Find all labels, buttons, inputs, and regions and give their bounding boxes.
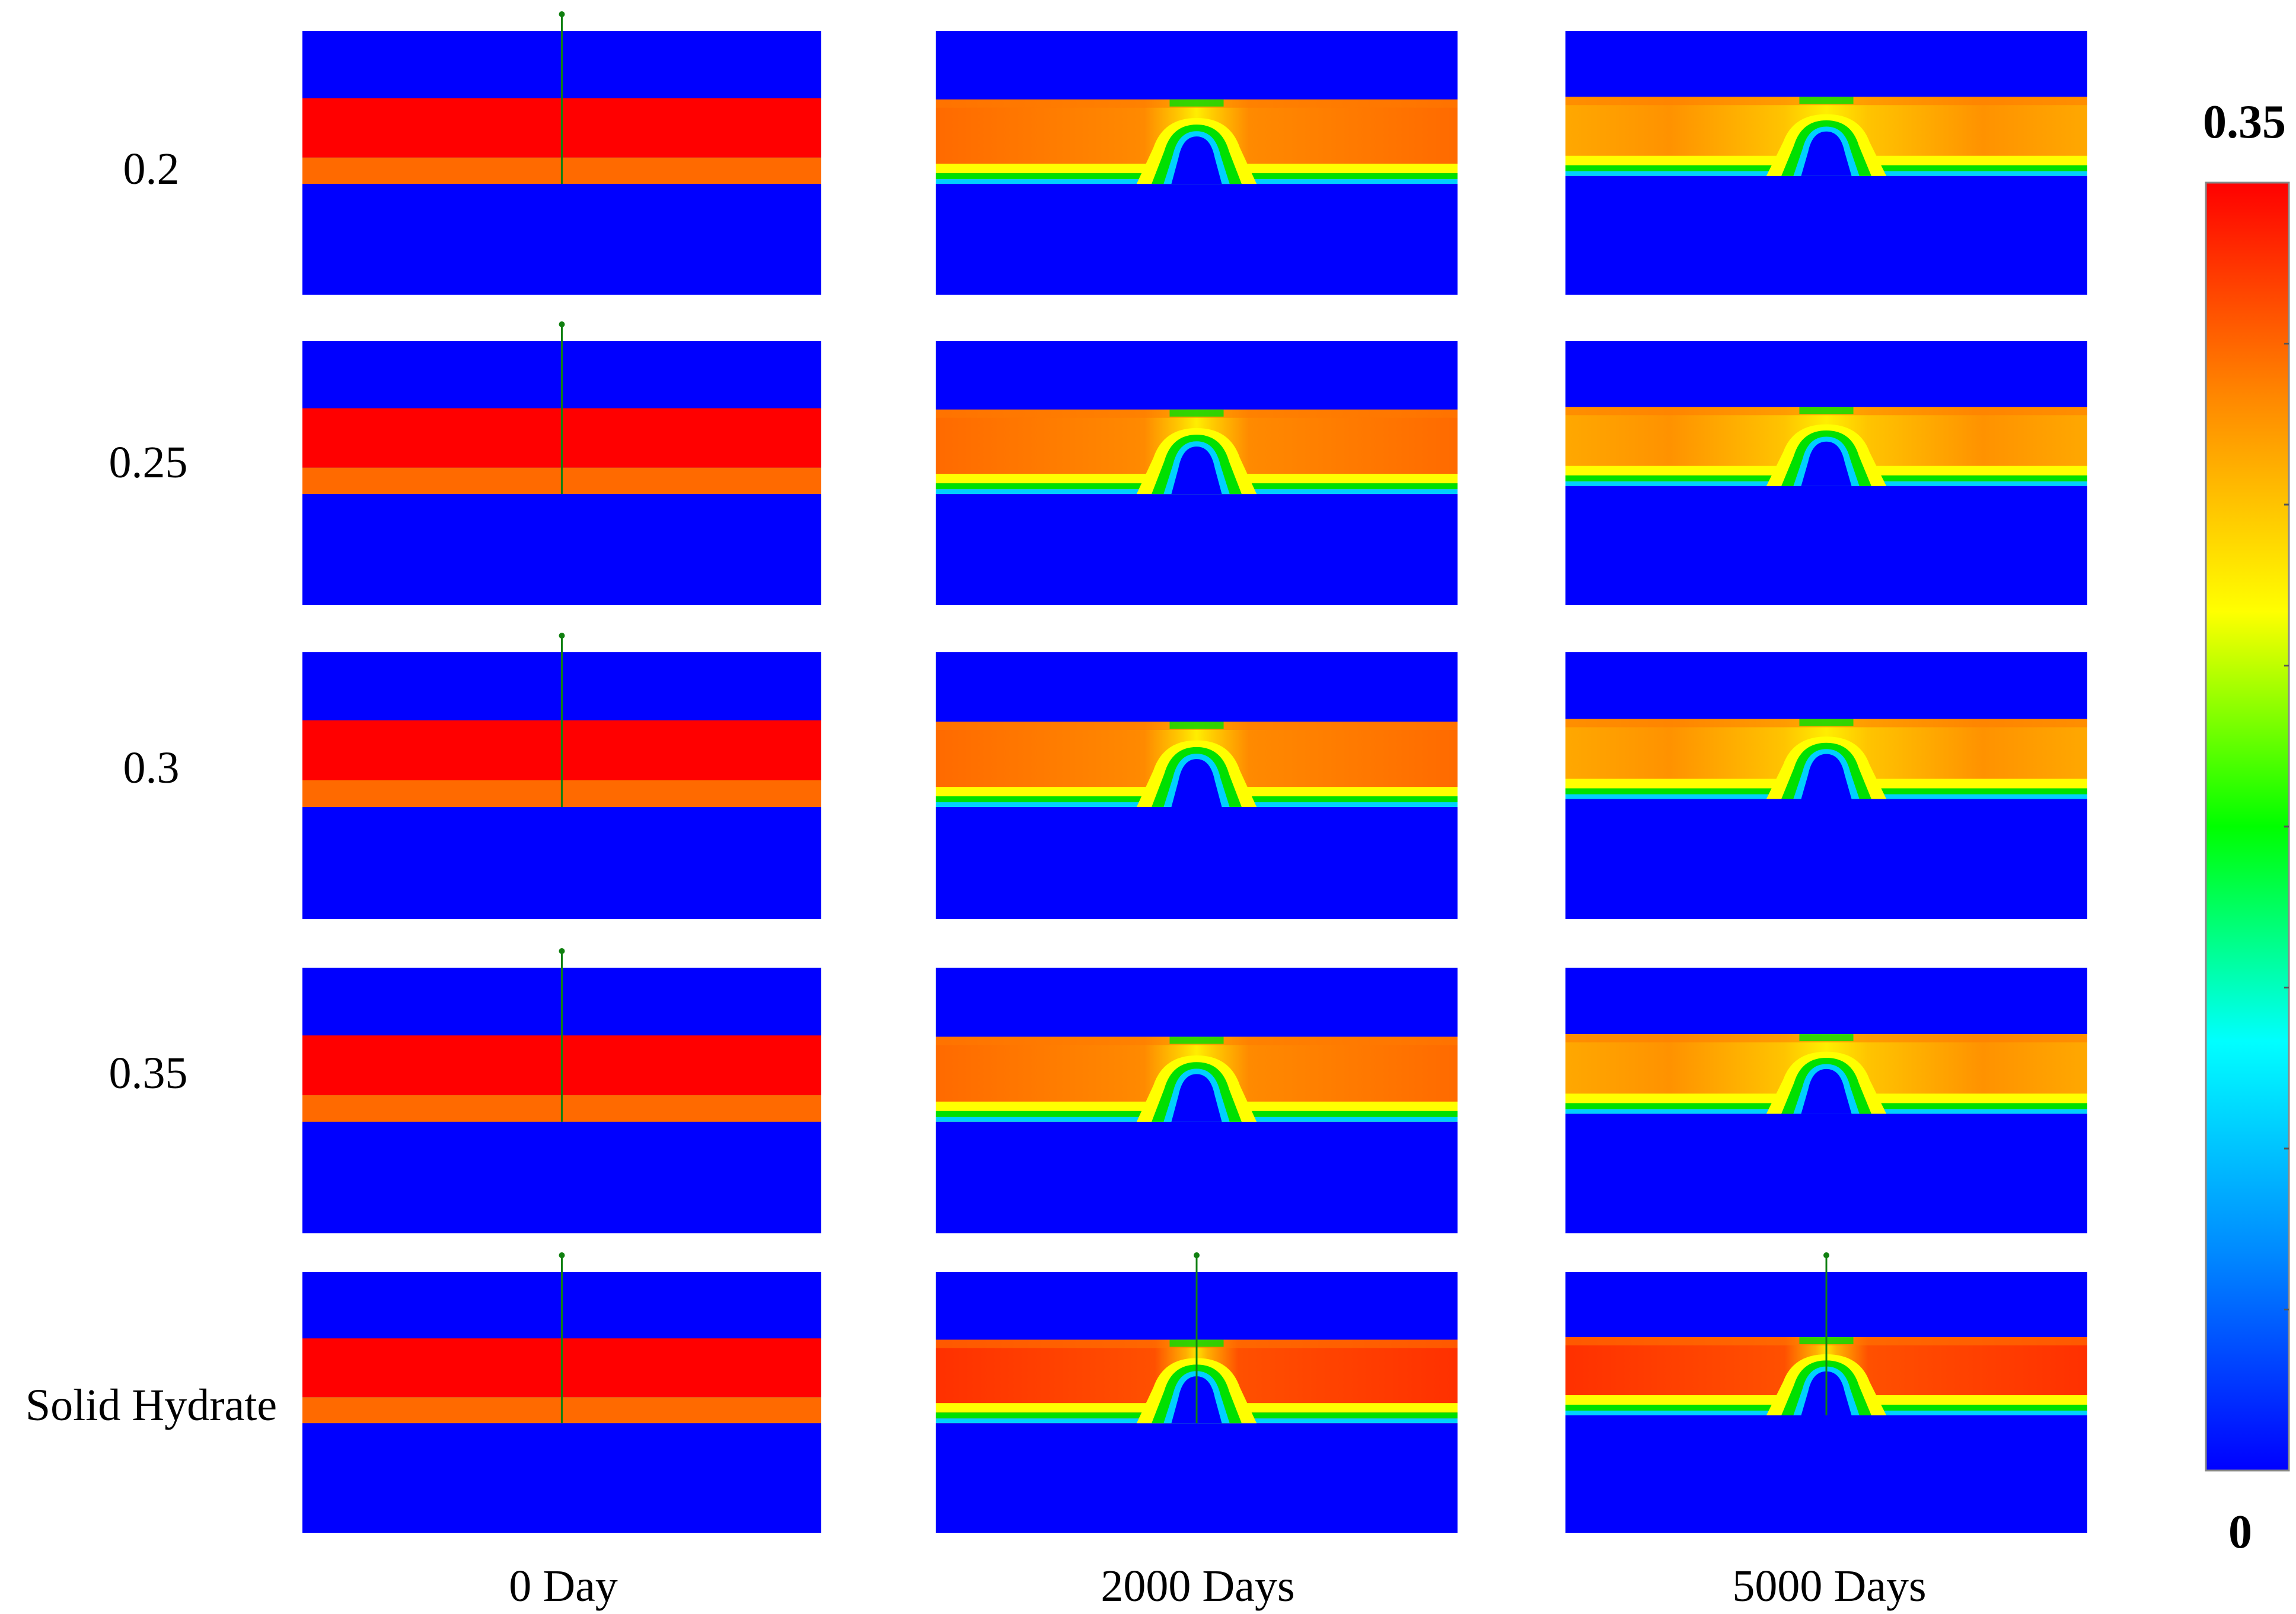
dissociated-zone <box>1171 446 1222 495</box>
column-label: 0 Day <box>509 1561 618 1611</box>
panel-r1-c2 <box>936 31 1458 295</box>
cap-seal <box>1169 722 1224 729</box>
well-head <box>559 1252 565 1258</box>
colorbar-min-label: 0 <box>2228 1506 2252 1558</box>
colorbar-gradient <box>2205 181 2290 1472</box>
cap-seal <box>1799 97 1854 104</box>
row-label: Solid Hydrate <box>25 1380 277 1430</box>
column-label: 5000 Days <box>1732 1561 1926 1611</box>
cap-seal <box>1169 1036 1224 1044</box>
panel-r5-c1 <box>302 1252 821 1533</box>
panel-grid <box>302 11 2087 1533</box>
column-label: 2000 Days <box>1101 1561 1294 1611</box>
panel-r2-c2 <box>936 341 1458 605</box>
well-head <box>559 633 565 639</box>
well-head <box>1823 1252 1829 1258</box>
well-head <box>559 321 565 327</box>
colorbar-ticks <box>2284 343 2289 1310</box>
row-label: 0.3 <box>123 743 180 793</box>
dissociated-zone <box>1171 1074 1222 1122</box>
cap-seal <box>1169 409 1224 417</box>
row-label: 0.35 <box>109 1048 188 1098</box>
row-label: 0.25 <box>109 438 188 487</box>
colorbar: 0.35 0 <box>2203 96 2290 1558</box>
dissociated-zone <box>1801 1068 1852 1114</box>
panel-r3-c1 <box>302 633 821 919</box>
panel-r5-c3 <box>1565 1252 2087 1533</box>
dissociated-zone <box>1801 754 1852 799</box>
cap-seal <box>1169 99 1224 107</box>
panel-r4-c1 <box>302 948 821 1233</box>
colorbar-max-label: 0.35 <box>2203 96 2286 148</box>
panel-r2-c3 <box>1565 341 2087 605</box>
panel-r1-c1 <box>302 11 821 295</box>
panel-r2-c1 <box>302 321 821 605</box>
panel-r5-c2 <box>936 1252 1458 1533</box>
well-head <box>1194 1252 1200 1258</box>
panel-r1-c3 <box>1565 31 2087 295</box>
row-label: 0.2 <box>123 144 180 194</box>
dissociated-zone <box>1801 441 1852 486</box>
dissociated-zone <box>1171 136 1222 184</box>
cap-seal <box>1799 719 1854 726</box>
well-head <box>559 11 565 17</box>
cap-seal <box>1799 407 1854 414</box>
dissociated-zone <box>1801 131 1852 176</box>
panel-r3-c3 <box>1565 652 2087 919</box>
panel-r3-c2 <box>936 652 1458 919</box>
panel-r4-c2 <box>936 968 1458 1233</box>
well-head <box>559 948 565 954</box>
cap-seal <box>1799 1034 1854 1041</box>
dissociated-zone <box>1171 759 1222 807</box>
panel-r4-c3 <box>1565 968 2087 1233</box>
